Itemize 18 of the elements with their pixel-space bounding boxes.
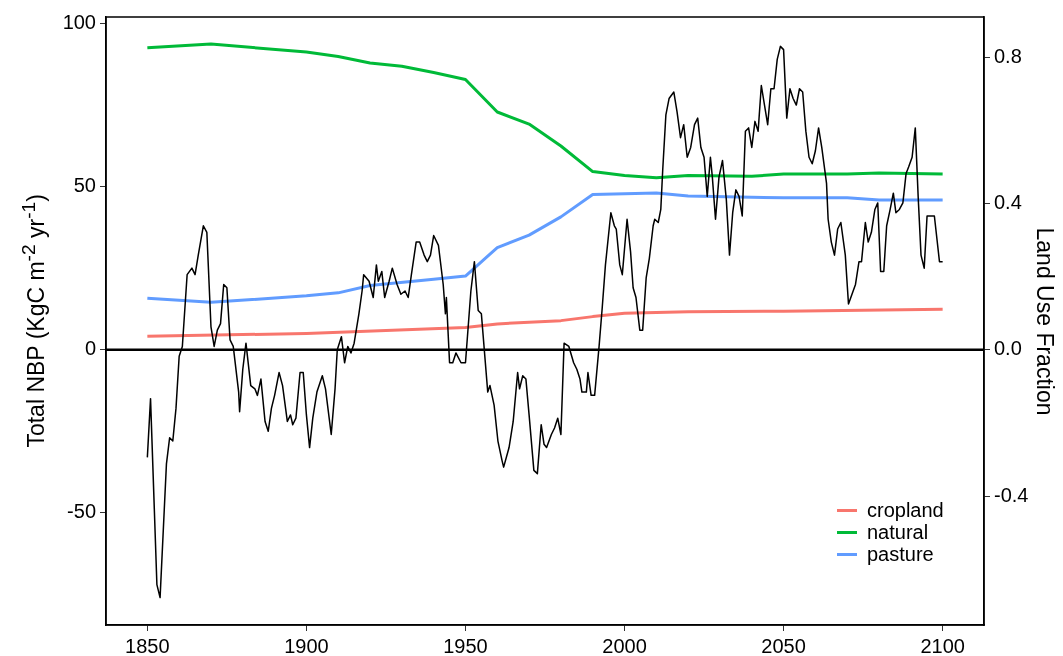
y2-tick-label: 0.4 <box>994 191 1022 214</box>
y-tick-label: 50 <box>73 174 96 197</box>
y2-tick-label: -0.4 <box>994 483 1029 506</box>
x-tick-label: 1950 <box>443 634 488 656</box>
y-tick-label: 100 <box>62 11 96 34</box>
x-tick-label: 2000 <box>602 634 647 656</box>
x-tick-label: 2050 <box>761 634 806 656</box>
y-tick-label: -50 <box>67 500 96 523</box>
y2-tick-label: 0.8 <box>994 45 1022 68</box>
x-tick-label: 2100 <box>920 634 965 656</box>
legend-label: cropland <box>867 499 944 521</box>
y-tick-label: 0 <box>84 337 96 360</box>
x-tick-label: 1850 <box>125 634 170 656</box>
y2-tick-label: 0.0 <box>994 337 1022 360</box>
legend-label: natural <box>867 521 929 543</box>
x-tick-label: 1900 <box>284 634 329 656</box>
y2-axis-title: Land Use Fraction <box>1031 227 1059 415</box>
legend-label: pasture <box>867 543 934 565</box>
